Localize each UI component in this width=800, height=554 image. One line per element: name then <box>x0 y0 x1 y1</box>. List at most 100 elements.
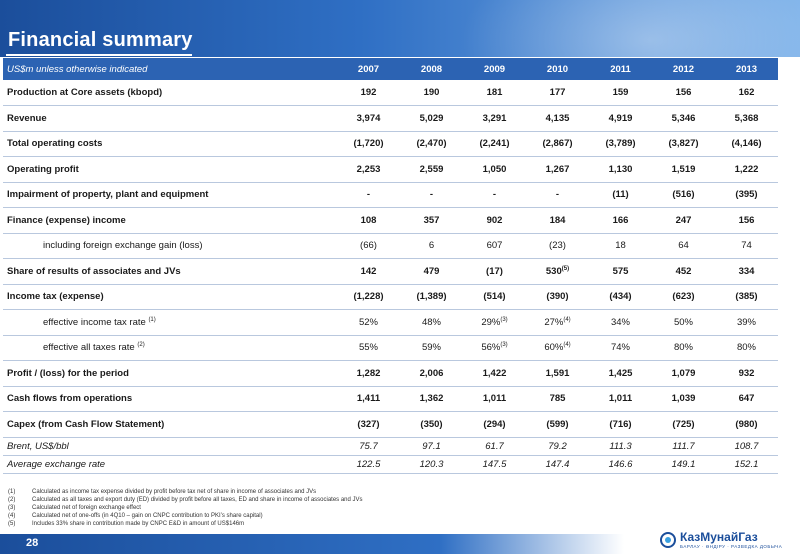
cell-value: 75.7 <box>359 440 378 452</box>
table-cell: 79.2 <box>526 437 589 456</box>
table-cell: (2,470) <box>400 131 463 157</box>
table-cell: 80% <box>652 335 715 361</box>
row-label-text: Impairment of property, plant and equipm… <box>7 189 209 201</box>
cell-value: 1,079 <box>671 367 696 379</box>
table-cell: 1,425 <box>589 360 652 387</box>
cell-value: 785 <box>549 393 566 405</box>
table-row: Revenue 3,974 5,029 3,291 4,135 4,919 5,346 5,3… <box>3 105 778 132</box>
cell-value: 111.3 <box>609 440 632 452</box>
table-cell: - <box>463 182 526 208</box>
row-label-text: Revenue <box>7 112 47 124</box>
cell-value: 2,559 <box>419 163 444 175</box>
table-cell: (1,228) <box>337 284 400 310</box>
table-row: Production at Core assets (kbopd) 192 190 1… <box>3 80 778 106</box>
title-underline <box>6 54 192 56</box>
logo-name: КазМунайГаз <box>680 530 758 544</box>
row-label-text: Production at Core assets (kbopd) <box>7 87 163 98</box>
table-cell: 18 <box>589 233 652 259</box>
cell-value: 184 <box>549 214 566 226</box>
cell-value: 55% <box>358 342 378 354</box>
cell-value: 2,006 <box>419 367 444 379</box>
table-cell: 181 <box>463 80 526 106</box>
cell-value: 1,282 <box>356 367 381 379</box>
cell-value: 108.7 <box>734 440 759 452</box>
footnote-text: Calculated net of one-offs (in 4Q10 – ga… <box>32 513 263 519</box>
footnote-number: (1) <box>8 489 16 495</box>
footnote-ref: (3) <box>500 342 508 349</box>
table-cell: 34% <box>589 309 652 336</box>
cell-value: - <box>555 189 560 201</box>
cell-value: - <box>429 189 434 201</box>
table-cell: (623) <box>652 284 715 310</box>
year-header: 2007 <box>337 58 400 80</box>
table-cell: 5,029 <box>400 105 463 132</box>
cell-value: 2,253 <box>356 163 381 175</box>
year-header: 2008 <box>400 58 463 80</box>
table-cell: 59% <box>400 335 463 361</box>
footnote: (3) Calculated net of foreign exchange ef… <box>8 504 708 512</box>
cell-value: 59% <box>421 342 441 354</box>
cell-value: 4,135 <box>545 112 570 124</box>
cell-value: (66) <box>360 240 377 252</box>
cell-value: 5,346 <box>671 112 696 124</box>
row-label-text: including foreign exchange gain (loss) <box>43 240 203 252</box>
cell-value: 34% <box>610 316 630 328</box>
row-label-text: Share of results of associates and JVs <box>7 265 181 277</box>
table-cell: (2,867) <box>526 131 589 157</box>
cell-value: (2,241) <box>479 138 510 150</box>
table-row: including foreign exchange gain (loss) (6… <box>3 233 778 259</box>
table-cell: 120.3 <box>400 455 463 474</box>
table-cell: 156 <box>715 207 778 234</box>
header-banner <box>0 0 800 57</box>
table-cell: - <box>337 182 400 208</box>
cell-value: 120.3 <box>419 458 444 470</box>
table-cell: 152.1 <box>715 455 778 474</box>
cell-value: 142 <box>360 265 377 277</box>
table-cell: 247 <box>652 207 715 234</box>
cell-value: 1,130 <box>608 163 633 175</box>
table-cell: 647 <box>715 386 778 412</box>
footnote-ref: (2) <box>137 342 145 349</box>
table-row: Profit / (loss) for the period 1,282 2,006… <box>3 360 778 387</box>
row-label-text: Average exchange rate <box>7 458 106 470</box>
cell-value: 1,519 <box>671 163 696 175</box>
table-cell: 1,422 <box>463 360 526 387</box>
table-cell: 357 <box>400 207 463 234</box>
table-cell: (716) <box>589 411 652 438</box>
cell-value: (434) <box>609 291 632 303</box>
footnote-ref: (5) <box>561 265 570 272</box>
table-cell: (599) <box>526 411 589 438</box>
year-header: 2012 <box>652 58 715 80</box>
table-cell: 29%(3) <box>463 309 526 336</box>
cell-value: - <box>492 189 497 201</box>
table-row: effective income tax rate (1) 52% 48% 29%(3… <box>3 309 778 336</box>
kmg-logo-icon <box>660 532 676 548</box>
row-label-text: Cash flows from operations <box>7 393 133 405</box>
footnote: (1) Calculated as income tax expense divi… <box>8 488 708 496</box>
table-cell: 1,130 <box>589 156 652 183</box>
cell-value: 159 <box>612 87 629 98</box>
cell-value: 932 <box>738 367 755 379</box>
table-cell: 52% <box>337 309 400 336</box>
table-cell: 607 <box>463 233 526 259</box>
cell-value: (1,720) <box>353 138 384 150</box>
cell-value: (4,146) <box>731 138 762 150</box>
table-cell: 97.1 <box>400 437 463 456</box>
cell-value: (980) <box>735 418 758 430</box>
row-label: Production at Core assets (kbopd) <box>3 80 337 106</box>
table-cell: 147.4 <box>526 455 589 474</box>
table-cell: 1,222 <box>715 156 778 183</box>
table-cell: 575 <box>589 258 652 285</box>
year-header: 2011 <box>589 58 652 80</box>
cell-value: 74 <box>741 240 752 252</box>
table-cell: (514) <box>463 284 526 310</box>
cell-value: 1,362 <box>419 393 444 405</box>
row-label: Share of results of associates and JVs <box>3 258 337 285</box>
footnote-number: (5) <box>8 521 16 527</box>
table-cell: 108.7 <box>715 437 778 456</box>
page-number: 28 <box>26 537 39 549</box>
table-cell: 785 <box>526 386 589 412</box>
table-cell: (3,827) <box>652 131 715 157</box>
cell-value: 530 <box>545 265 562 277</box>
cell-value: (516) <box>672 189 695 201</box>
